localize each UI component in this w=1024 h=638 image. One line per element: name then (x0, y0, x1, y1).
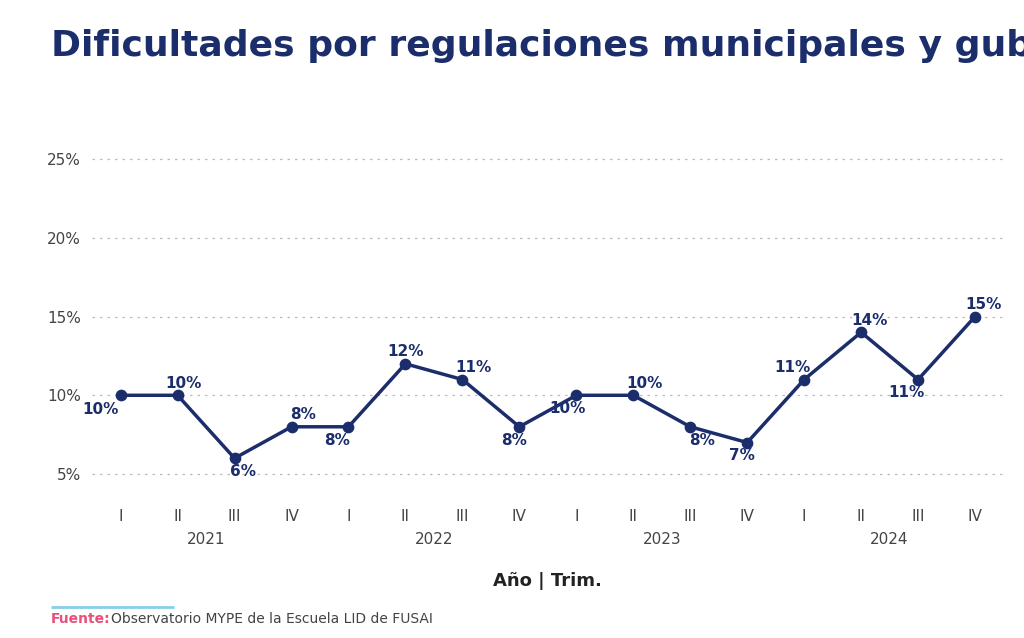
Text: Observatorio MYPE de la Escuela LID de FUSAI: Observatorio MYPE de la Escuela LID de F… (111, 612, 432, 626)
Text: 6%: 6% (230, 464, 256, 479)
Text: 8%: 8% (689, 433, 715, 448)
Point (511, 422, 527, 432)
Point (853, 327, 869, 338)
Point (625, 390, 641, 401)
Text: 2024: 2024 (870, 531, 909, 547)
Text: 15%: 15% (966, 297, 1001, 312)
Text: 10%: 10% (83, 402, 119, 417)
Text: 11%: 11% (774, 360, 811, 375)
Text: 2021: 2021 (186, 531, 225, 547)
Point (226, 453, 243, 463)
Text: 11%: 11% (889, 385, 925, 401)
Text: 8%: 8% (501, 433, 526, 448)
Text: 10%: 10% (627, 376, 663, 391)
Point (796, 375, 812, 385)
Point (113, 390, 129, 401)
Point (568, 390, 585, 401)
Text: 12%: 12% (387, 345, 424, 359)
Point (910, 375, 927, 385)
Point (340, 422, 356, 432)
Point (455, 375, 471, 385)
Text: Dificultades por regulaciones municipales y gubernamentales: Dificultades por regulaciones municipale… (51, 29, 1024, 63)
Text: Fuente:: Fuente: (51, 612, 111, 626)
Point (682, 422, 698, 432)
Text: 10%: 10% (165, 376, 202, 391)
Text: 2022: 2022 (415, 531, 454, 547)
Point (397, 359, 414, 369)
Text: 14%: 14% (852, 313, 888, 328)
Text: 7%: 7% (728, 449, 755, 463)
Text: 11%: 11% (456, 360, 492, 375)
Point (284, 422, 300, 432)
Text: 2023: 2023 (642, 531, 681, 547)
Point (739, 438, 756, 448)
Text: 8%: 8% (325, 433, 350, 448)
Text: Año | Trim.: Año | Trim. (494, 572, 602, 590)
Text: 10%: 10% (550, 401, 586, 416)
Text: 8%: 8% (290, 408, 315, 422)
Point (169, 390, 185, 401)
Point (967, 311, 983, 322)
